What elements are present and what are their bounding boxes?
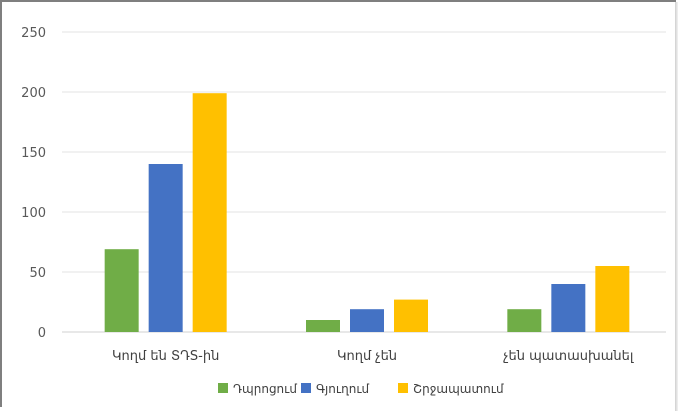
y-tick-label: 250 [21, 26, 46, 41]
legend-swatch [398, 383, 408, 393]
y-tick-label: 100 [21, 206, 46, 221]
bar [507, 309, 542, 332]
bar [551, 284, 586, 332]
bar [394, 299, 428, 332]
legend-label: Գյուղում [316, 382, 370, 396]
bar [595, 266, 630, 332]
legend-label: Շրջապատում [413, 382, 504, 396]
category-labels: Կողմ են ՏԴS-ին Կողմ չեն չեն պատասխանել [112, 349, 634, 364]
bar [350, 309, 384, 332]
bar [148, 164, 183, 332]
legend-label: Դպրոցում [233, 382, 297, 396]
bar [104, 249, 139, 332]
category-label: Կողմ չեն [337, 349, 397, 364]
y-tick-label: 150 [21, 146, 46, 161]
y-tick-label: 200 [21, 86, 46, 101]
bar [306, 320, 340, 332]
bar [192, 93, 227, 332]
category-label: Կողմ են ՏԴS-ին [112, 349, 219, 364]
category-label: չեն պատասխանել [503, 349, 634, 364]
legend-swatch [218, 383, 228, 393]
y-tick-label: 0 [38, 326, 46, 341]
y-axis-ticks: 0 50 100 150 200 250 [21, 26, 46, 341]
bars [104, 93, 630, 332]
legend: Դպրոցում Գյուղում Շրջապատում [218, 382, 504, 396]
y-tick-label: 50 [29, 266, 46, 281]
legend-swatch [301, 383, 311, 393]
